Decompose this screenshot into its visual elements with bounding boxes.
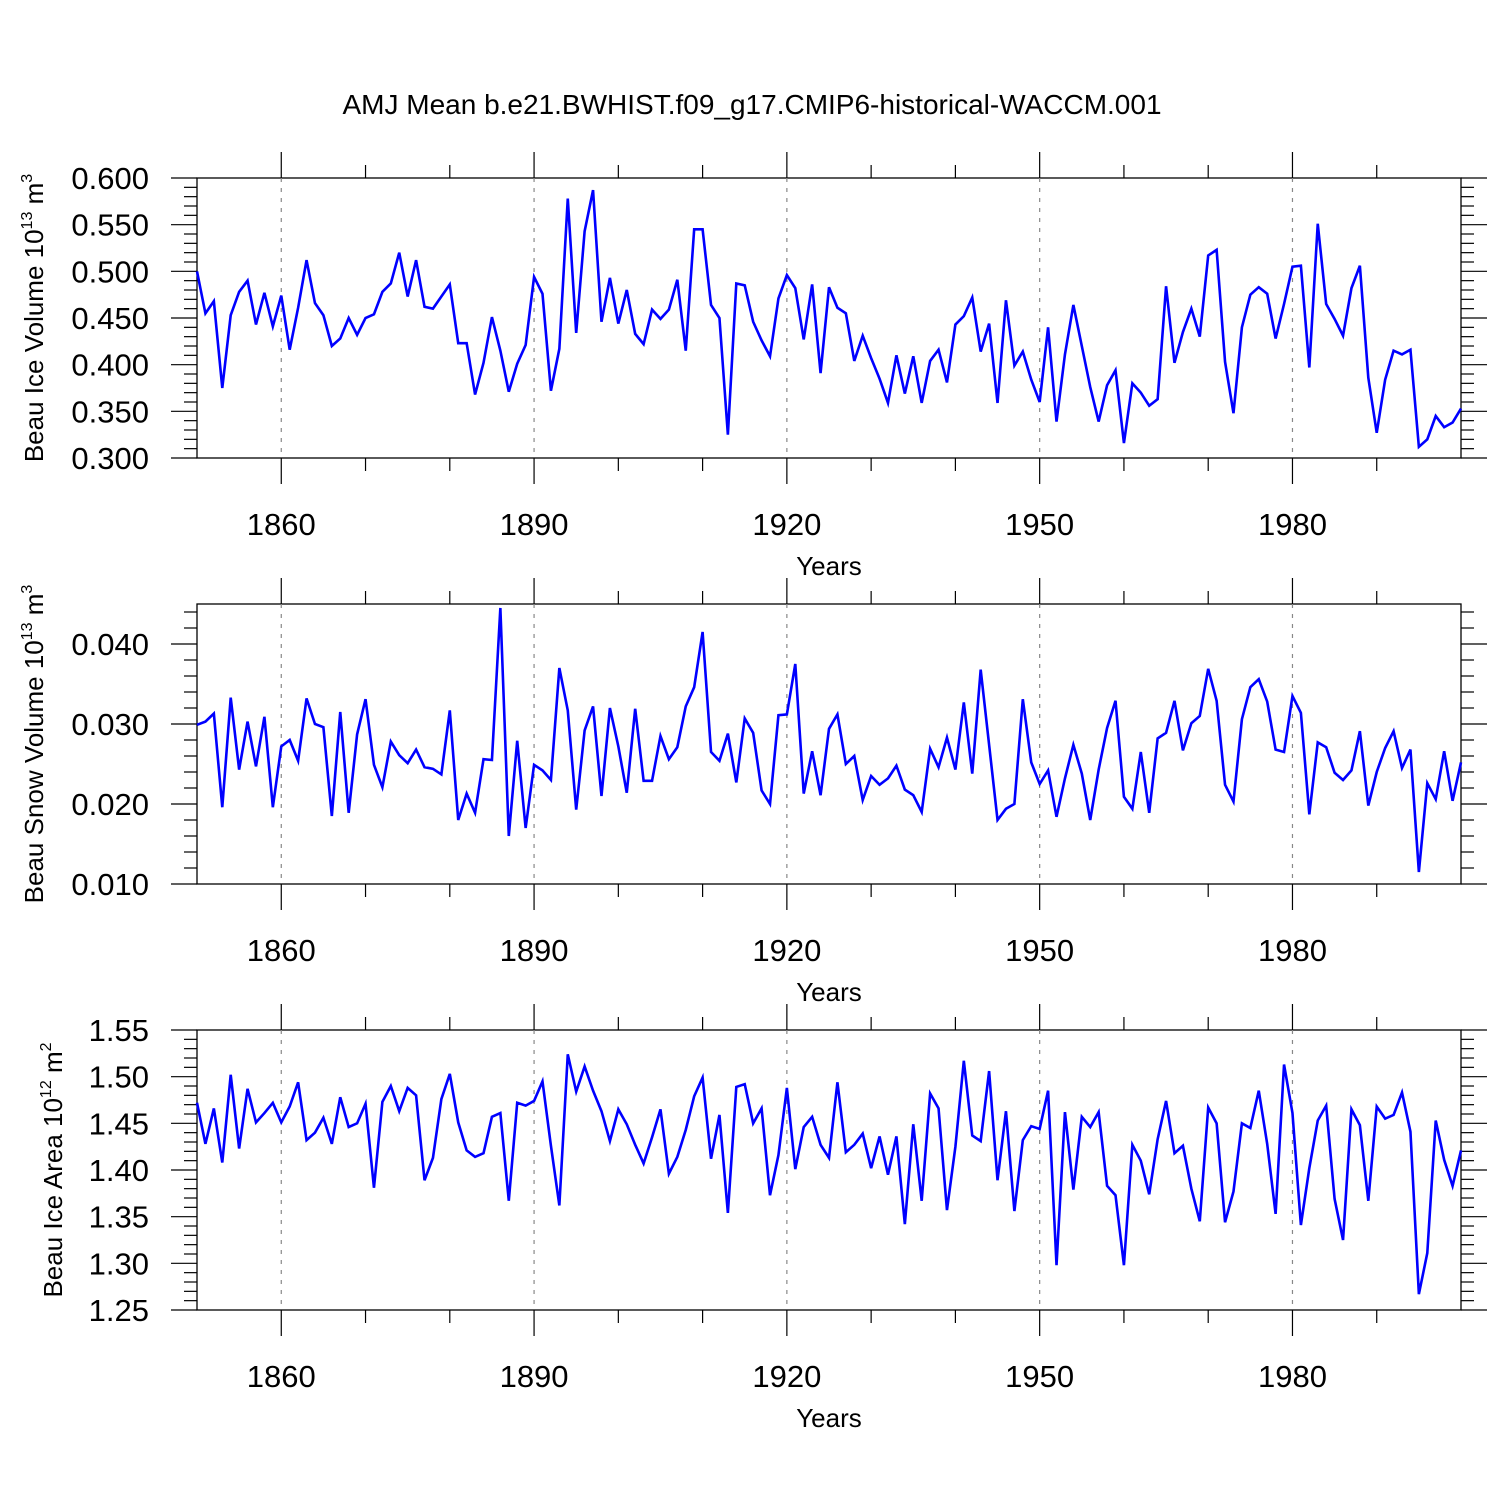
x-tick-label: 1920 <box>752 933 821 968</box>
y-tick-label: 0.600 <box>71 161 149 196</box>
y-axis-label-exponent: 13 <box>19 622 36 640</box>
x-tick-label: 1980 <box>1258 507 1327 542</box>
y-tick-label: 0.030 <box>71 707 149 742</box>
panel-ice-area: 1860 1890 1920 1950 1980 1.25 1.30 1.35 1.40 1.45… <box>38 1004 1487 1433</box>
chart-title: AMJ Mean b.e21.BWHIST.f09_g17.CMIP6-hist… <box>342 89 1161 120</box>
y-axis-label-unit: m <box>19 183 49 212</box>
x-tick-label: 1980 <box>1258 1359 1327 1394</box>
y-axis-label-unit: m <box>19 594 49 623</box>
panel-ice-volume: 1860 1890 1920 1950 1980 0.300 0.350 0.400 0.450… <box>19 152 1487 581</box>
y-axis-label-unit-exponent: 2 <box>38 1042 55 1051</box>
x-tick-label: 1980 <box>1258 933 1327 968</box>
y-tick-label: 0.550 <box>71 208 149 243</box>
y-tick-label: 1.45 <box>89 1106 149 1141</box>
x-tick-label: 1860 <box>247 933 316 968</box>
y-tick-label: 1.55 <box>89 1013 149 1048</box>
y-tick-label: 1.30 <box>89 1246 149 1281</box>
y-tick-label: 0.040 <box>71 627 149 662</box>
x-tick-label: 1950 <box>1005 1359 1074 1394</box>
x-tick-label: 1950 <box>1005 507 1074 542</box>
x-tick-label: 1890 <box>500 933 569 968</box>
y-tick-label: 0.010 <box>71 867 149 902</box>
y-tick-label: 0.020 <box>71 787 149 822</box>
y-tick-label: 1.40 <box>89 1153 149 1188</box>
plot-frame <box>196 603 1462 885</box>
x-axis-label: Years <box>796 977 862 1007</box>
y-tick-label: 1.50 <box>89 1060 149 1095</box>
y-axis-label: Beau Snow Volume 1013 m3 <box>19 585 49 904</box>
y-tick-label: 1.35 <box>89 1200 149 1235</box>
y-axis-label-text: Beau Ice Area 10 <box>38 1098 68 1297</box>
x-tick-label: 1920 <box>752 1359 821 1394</box>
y-axis-label-exponent: 13 <box>19 212 36 230</box>
y-axis-label-unit-exponent: 3 <box>19 585 36 594</box>
data-series-line <box>196 607 1463 873</box>
x-tick-label: 1890 <box>500 1359 569 1394</box>
y-tick-label: 1.25 <box>89 1293 149 1328</box>
x-axis-label: Years <box>796 551 862 581</box>
y-axis-label-unit: m <box>38 1051 68 1080</box>
x-axis-label: Years <box>796 1403 862 1433</box>
data-series-line <box>195 189 1463 450</box>
y-tick-label: 0.400 <box>71 348 149 383</box>
y-axis-label: Beau Ice Volume 1013 m3 <box>19 174 49 462</box>
y-axis-label-exponent: 12 <box>38 1080 55 1098</box>
y-tick-label: 0.450 <box>71 301 149 336</box>
data-series-line <box>195 1053 1463 1295</box>
x-tick-label: 1890 <box>500 507 569 542</box>
y-tick-label: 0.300 <box>71 441 149 476</box>
y-axis-label-unit-exponent: 3 <box>19 174 36 183</box>
panel-snow-volume: 1860 1890 1920 1950 1980 0.010 0.020 0.030 0.040… <box>19 578 1487 1007</box>
x-tick-label: 1950 <box>1005 933 1074 968</box>
y-axis-label: Beau Ice Area 1012 m2 <box>38 1042 68 1297</box>
y-axis-label-text: Beau Ice Volume 10 <box>19 229 49 462</box>
y-tick-label: 0.500 <box>71 254 149 289</box>
x-tick-label: 1920 <box>752 507 821 542</box>
x-tick-label: 1860 <box>247 1359 316 1394</box>
x-tick-label: 1860 <box>247 507 316 542</box>
y-axis-label-text: Beau Snow Volume 10 <box>19 640 49 903</box>
y-tick-label: 0.350 <box>71 394 149 429</box>
